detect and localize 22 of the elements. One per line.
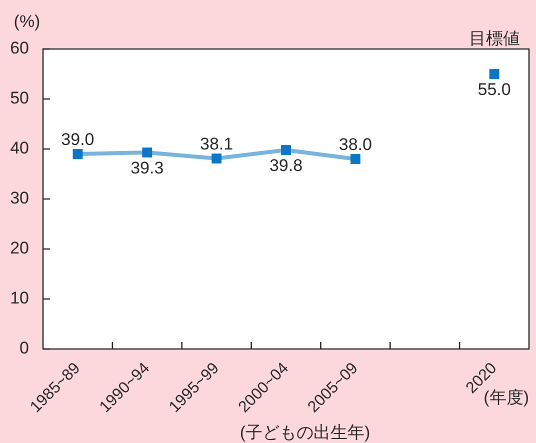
y-tick-label: 50 [10,88,29,108]
point [212,154,222,164]
point [281,145,291,155]
point [72,149,83,159]
data-label: 38.1 [200,134,234,154]
point [350,154,360,164]
y-tick-label: 60 [10,38,29,58]
x-axis-title: (子どもの出生年) [240,423,370,442]
series-label: 目標値 [468,29,520,48]
data-label: 39.0 [61,130,94,149]
y-tick-label: 0 [20,338,29,358]
data-label: 39.3 [130,158,164,178]
y-tick-label: 40 [10,138,29,158]
point [489,69,500,79]
y-tick-label: 10 [10,288,29,308]
data-label: 38.0 [338,135,372,154]
data-label: 39.8 [269,156,303,176]
point [142,148,152,158]
y-tick-label: 20 [10,238,29,258]
y-tick-label: 30 [10,188,29,208]
y-axis-title: (%) [14,12,40,32]
data-label: 55.0 [478,80,511,100]
